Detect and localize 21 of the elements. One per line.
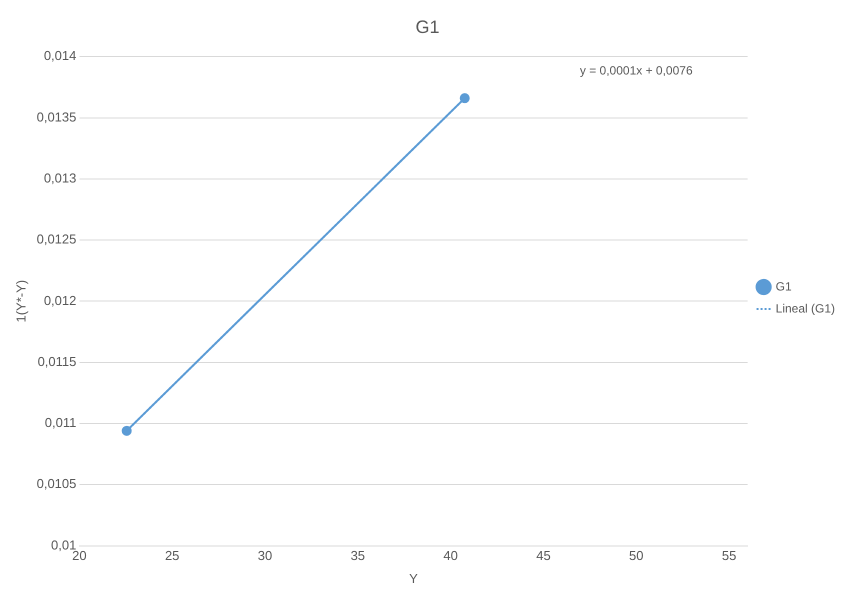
x-axis-title: Y (409, 570, 418, 586)
x-tick-label: 30 (258, 548, 272, 564)
y-tick-label: 0,0125 (36, 232, 76, 247)
y-axis-title: 1(Y*-Y) (13, 280, 28, 323)
chart-title: G1 (415, 16, 440, 37)
y-tick-label: 0,0105 (36, 476, 76, 492)
y-tick-label: 0,011 (44, 415, 76, 430)
x-tick-label: 25 (164, 548, 180, 564)
y-tick-label: 0,012 (44, 292, 76, 308)
legend-label: Lineal (G1) (776, 301, 836, 316)
y-tick-label: 0,0135 (36, 109, 76, 124)
x-tick-label: 35 (350, 548, 366, 564)
y-tick-label: 0,0115 (38, 354, 76, 369)
x-tick-label: 40 (443, 548, 458, 564)
y-tick-label: 0,014 (44, 48, 76, 64)
x-tick-label: 45 (536, 548, 551, 564)
x-tick-label: 55 (722, 548, 736, 564)
y-tick-label: 0,013 (44, 170, 76, 186)
legend-label: G1 (776, 279, 792, 294)
annotation: y = 0,0001x + 0,0076 (580, 64, 693, 78)
x-tick-label: 50 (629, 548, 644, 564)
